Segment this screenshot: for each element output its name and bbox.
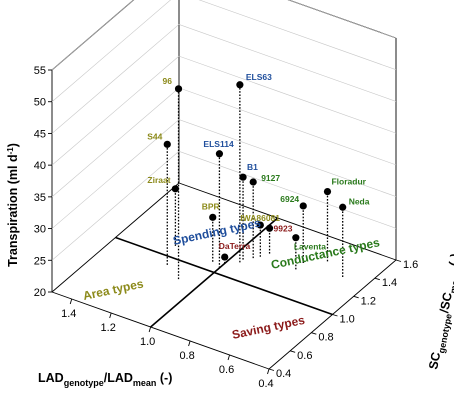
z-tick-label: 35 bbox=[34, 192, 46, 204]
z-tick-label: 50 bbox=[34, 97, 46, 109]
data-point bbox=[292, 234, 300, 242]
z-tick-label: 20 bbox=[34, 287, 46, 299]
gridline-back-wall bbox=[178, 55, 397, 134]
y-tick-label: 0.6 bbox=[297, 350, 312, 362]
data-point bbox=[249, 178, 257, 186]
gridline-left-wall bbox=[51, 55, 180, 166]
y-tick-mark bbox=[290, 350, 296, 353]
region-label-area: Area types bbox=[82, 276, 145, 303]
x-tick-mark bbox=[188, 340, 191, 347]
data-point bbox=[339, 203, 347, 211]
x-tick-label: 0.6 bbox=[219, 364, 234, 376]
data-point bbox=[323, 187, 332, 196]
gridline-left-wall bbox=[51, 87, 180, 198]
data-point bbox=[256, 221, 264, 229]
x-tick-mark bbox=[148, 326, 152, 333]
point-label: B1 bbox=[247, 162, 258, 172]
gridline-back-wall bbox=[178, 24, 397, 102]
floor-edge-front bbox=[51, 291, 270, 370]
y-tick-label: 1.4 bbox=[382, 277, 397, 289]
gridline-back-wall bbox=[288, 0, 397, 39]
z-tick-label: 55 bbox=[34, 65, 46, 77]
point-label: ELS63 bbox=[246, 72, 272, 82]
drop-lines bbox=[166, 84, 344, 280]
y-tick-mark bbox=[268, 368, 275, 371]
z-tick-label: 40 bbox=[34, 160, 46, 172]
gridline-left-wall bbox=[51, 24, 180, 134]
y-tick-mark bbox=[332, 314, 338, 317]
x-tick-mark bbox=[267, 368, 270, 375]
point-label: S44 bbox=[147, 131, 162, 141]
y-axis-title: SCgenotype/SCmean (-) bbox=[426, 252, 454, 371]
y-tick-label: 1.0 bbox=[340, 314, 355, 326]
gridline-left-wall bbox=[51, 119, 180, 229]
floor-edge-back bbox=[178, 182, 397, 261]
data-point bbox=[209, 213, 217, 221]
gridline-back-wall bbox=[198, 0, 397, 70]
point-label: ELS114 bbox=[203, 139, 234, 149]
gridline-back-wall bbox=[178, 151, 397, 229]
data-point bbox=[299, 202, 307, 210]
point-label: 6924 bbox=[280, 194, 299, 204]
tick-labels: 20 25 30 35 40 45 50 55 0.4 0.6 0.8 1.0 1.2 1.4 0.4 0.6… bbox=[34, 65, 419, 390]
gridline-left-wall bbox=[51, 151, 180, 261]
gridlines bbox=[51, 0, 397, 261]
x-tick-mark bbox=[227, 354, 230, 361]
region-label-conductance: Conductance types bbox=[270, 235, 382, 272]
data-point bbox=[163, 140, 171, 148]
y-tick-mark bbox=[353, 295, 359, 299]
y-tick-mark bbox=[311, 332, 317, 335]
x-tick-mark bbox=[69, 298, 73, 305]
y-tick-label: 1.2 bbox=[361, 295, 376, 307]
data-point bbox=[239, 173, 247, 181]
point-label: 9127 bbox=[261, 173, 280, 183]
gridline-back-wall bbox=[178, 119, 397, 197]
wall-top-back bbox=[287, 0, 397, 39]
y-tick-label: 1.6 bbox=[403, 259, 418, 271]
data-point bbox=[221, 253, 229, 261]
x-tick-label: 1.4 bbox=[61, 308, 76, 320]
data-point bbox=[236, 81, 244, 89]
y-tick-label: 0.4 bbox=[276, 368, 291, 380]
gridline-left-wall bbox=[51, 0, 171, 102]
y-tick-mark bbox=[395, 259, 402, 262]
data-point bbox=[265, 224, 274, 232]
wall-top-left bbox=[51, 0, 135, 71]
z-tick-label: 25 bbox=[34, 255, 46, 267]
data-point bbox=[215, 150, 224, 158]
x-tick-label: 1.0 bbox=[140, 336, 155, 348]
x-axis-title: LADgenotype/LADmean (-) bbox=[38, 371, 172, 388]
divider-sc-1 bbox=[115, 236, 333, 316]
point-label: IWA86081 bbox=[240, 213, 280, 223]
y-tick-mark bbox=[374, 277, 380, 281]
point-label: 96 bbox=[163, 76, 173, 86]
point-label: DaTerra bbox=[219, 241, 251, 251]
x-tick-label: 0.4 bbox=[258, 378, 273, 390]
y-tick-label: 0.8 bbox=[318, 332, 333, 344]
x-tick-label: 0.8 bbox=[179, 350, 194, 362]
point-label: Laventa bbox=[294, 242, 326, 252]
region-label-saving: Saving types bbox=[231, 313, 307, 342]
gridline-back-wall bbox=[178, 87, 397, 166]
data-point bbox=[174, 85, 183, 93]
x-tick-mark bbox=[109, 312, 112, 319]
point-label: Floradur bbox=[331, 177, 366, 187]
z-tick-label: 30 bbox=[34, 224, 46, 236]
point-label: BPR bbox=[202, 201, 220, 211]
gridline-left-wall bbox=[51, 0, 135, 71]
point-label: Ziraat bbox=[147, 175, 170, 185]
z-axis-title: Transpiration (ml d-1) bbox=[6, 143, 20, 267]
data-point bbox=[171, 185, 180, 193]
z-tick-label: 45 bbox=[34, 128, 46, 140]
point-label: Neda bbox=[349, 196, 370, 206]
point-label: 9923 bbox=[274, 223, 293, 233]
region-dividers bbox=[115, 217, 333, 328]
x-tick-label: 1.2 bbox=[101, 322, 116, 334]
